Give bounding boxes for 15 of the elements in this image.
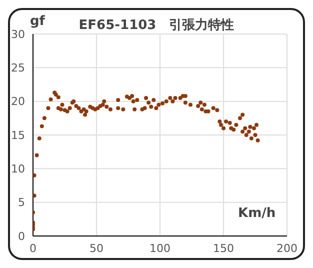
y-tick-label: 10 <box>11 162 25 176</box>
x-tick-label: 150 <box>213 242 234 255</box>
x-tick-label: 50 <box>90 242 104 255</box>
x-tick-label: 0 <box>30 242 36 255</box>
y-tick-label: 15 <box>11 128 25 142</box>
y-tick-label: 5 <box>18 196 25 210</box>
y-tick-label: 20 <box>11 95 25 108</box>
y-tick-label: 30 <box>11 28 25 41</box>
y-tick-label: 0 <box>18 230 25 243</box>
y-axis-title: gf <box>30 14 45 29</box>
x-tick-label: 100 <box>150 242 170 255</box>
x-tick-label: 200 <box>276 242 298 255</box>
chart-title: EF65-1103 引張力特性 <box>78 18 234 33</box>
y-tick-label: 25 <box>11 62 25 75</box>
x-axis-title: Km/h <box>238 206 276 221</box>
